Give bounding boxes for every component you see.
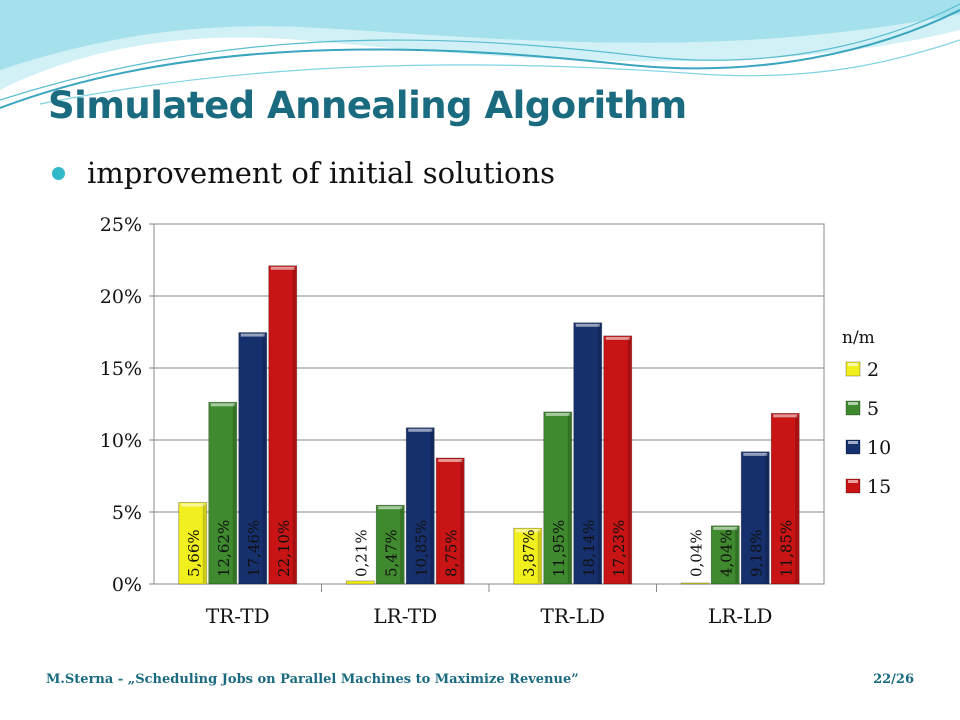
bar-shadow [735, 527, 739, 583]
bar-value-label: 18,14% [580, 520, 598, 577]
bar-highlight [408, 428, 433, 432]
bar-value-label: 0,04% [687, 529, 705, 577]
bar-value-label: 8,75% [442, 529, 460, 577]
bar [178, 502, 208, 585]
bar [543, 411, 573, 585]
bar [770, 412, 800, 585]
bar-shadow [202, 504, 206, 583]
bar [405, 427, 435, 585]
bar [680, 582, 710, 585]
bar-highlight [605, 336, 630, 340]
bar [375, 504, 405, 585]
bar-value-label: 17,23% [610, 520, 628, 577]
bar-value-label: 0,21% [352, 529, 370, 577]
bar-shadow [765, 453, 769, 583]
header-wave-decoration [0, 0, 960, 109]
bullet-item: improvement of initial solutions [52, 156, 555, 190]
bar-shadow [567, 413, 571, 583]
bar [435, 457, 465, 585]
y-tick-label: 20% [100, 286, 142, 308]
y-tick-label: 0% [112, 574, 142, 596]
bullet-text: improvement of initial solutions [87, 156, 556, 190]
page-number: 22/26 [873, 672, 914, 687]
bar [710, 525, 740, 585]
bar-highlight [438, 459, 463, 462]
bar-value-label: 9,18% [747, 529, 765, 577]
legend-swatch-highlight [848, 480, 858, 483]
bar-value-label: 12,62% [215, 520, 233, 577]
legend-label: 15 [867, 476, 891, 498]
bar-value-label: 17,46% [245, 520, 263, 577]
footer-citation: M.Sterna - „Scheduling Jobs on Parallel … [46, 672, 579, 687]
bar-shadow [400, 507, 404, 583]
legend-title: n/m [842, 328, 875, 348]
bar-highlight [270, 266, 295, 270]
bar [603, 335, 633, 585]
x-axis-categories: TR-TD LR-TD TR-LD LR-LD [206, 584, 772, 628]
bar-value-label: 10,85% [412, 520, 430, 577]
bar-value-label: 11,95% [550, 520, 568, 577]
bar [573, 322, 603, 585]
bar-highlight [773, 414, 798, 418]
bar [268, 265, 298, 585]
bar-shadow [537, 530, 541, 583]
bar-shadow [597, 324, 601, 583]
bar-shadow [460, 460, 464, 583]
category-label: LR-TD [373, 604, 437, 628]
bar-shadow [262, 334, 266, 583]
bar [345, 580, 375, 585]
bar-highlight [575, 323, 600, 327]
bar-highlight [180, 503, 205, 507]
bar [740, 451, 770, 585]
bar-value-label: 5,66% [185, 529, 203, 577]
y-tick-label: 15% [100, 358, 142, 380]
category-label: TR-TD [206, 604, 270, 628]
y-tick-label: 10% [100, 430, 142, 452]
chart-bars: 5,66% 12,62% 17,46% 22,10% 0,21% 5,47% 10,85% 8… [178, 265, 800, 585]
bar [513, 527, 543, 585]
bar-value-label: 22,10% [275, 520, 293, 577]
slide-title: Simulated Annealing Algorithm [48, 84, 687, 127]
bar-highlight [713, 526, 738, 530]
bar-shadow [430, 429, 434, 583]
bar-value-label: 11,85% [777, 520, 795, 577]
bar [238, 332, 268, 585]
legend-label: 5 [867, 398, 879, 420]
bar-highlight [515, 529, 540, 533]
bar-highlight [210, 403, 235, 407]
bar-shadow [232, 404, 236, 583]
chart-legend: n/m 2 5 10 15 [842, 328, 891, 498]
bar-highlight [378, 506, 403, 510]
legend-swatch-highlight [848, 363, 858, 366]
bullet-dot-icon [52, 166, 65, 180]
bar-value-label: 3,87% [520, 529, 538, 577]
legend-label: 2 [867, 359, 879, 381]
legend-swatch-highlight [848, 402, 858, 405]
bar-highlight [743, 452, 768, 456]
bar-value-label: 4,04% [717, 529, 735, 577]
legend-swatch-highlight [848, 441, 858, 444]
bar-shadow [627, 337, 631, 583]
bar-shadow [292, 267, 296, 583]
bar-value-label: 5,47% [382, 529, 400, 577]
legend-label: 10 [867, 437, 891, 459]
bar-chart: 0% 5% 10% 15% 20% 25% 5,66% 12,62% 17,46% 22,10%… [100, 214, 891, 628]
bar-shadow [795, 415, 799, 583]
y-tick-label: 25% [100, 214, 142, 236]
bar [208, 401, 238, 585]
bar-highlight [545, 412, 570, 416]
y-axis-ticks: 0% 5% 10% 15% 20% 25% [100, 214, 154, 596]
bar-highlight [240, 333, 265, 337]
category-label: TR-LD [541, 604, 605, 628]
y-tick-label: 5% [112, 502, 142, 524]
category-label: LR-LD [708, 604, 772, 628]
